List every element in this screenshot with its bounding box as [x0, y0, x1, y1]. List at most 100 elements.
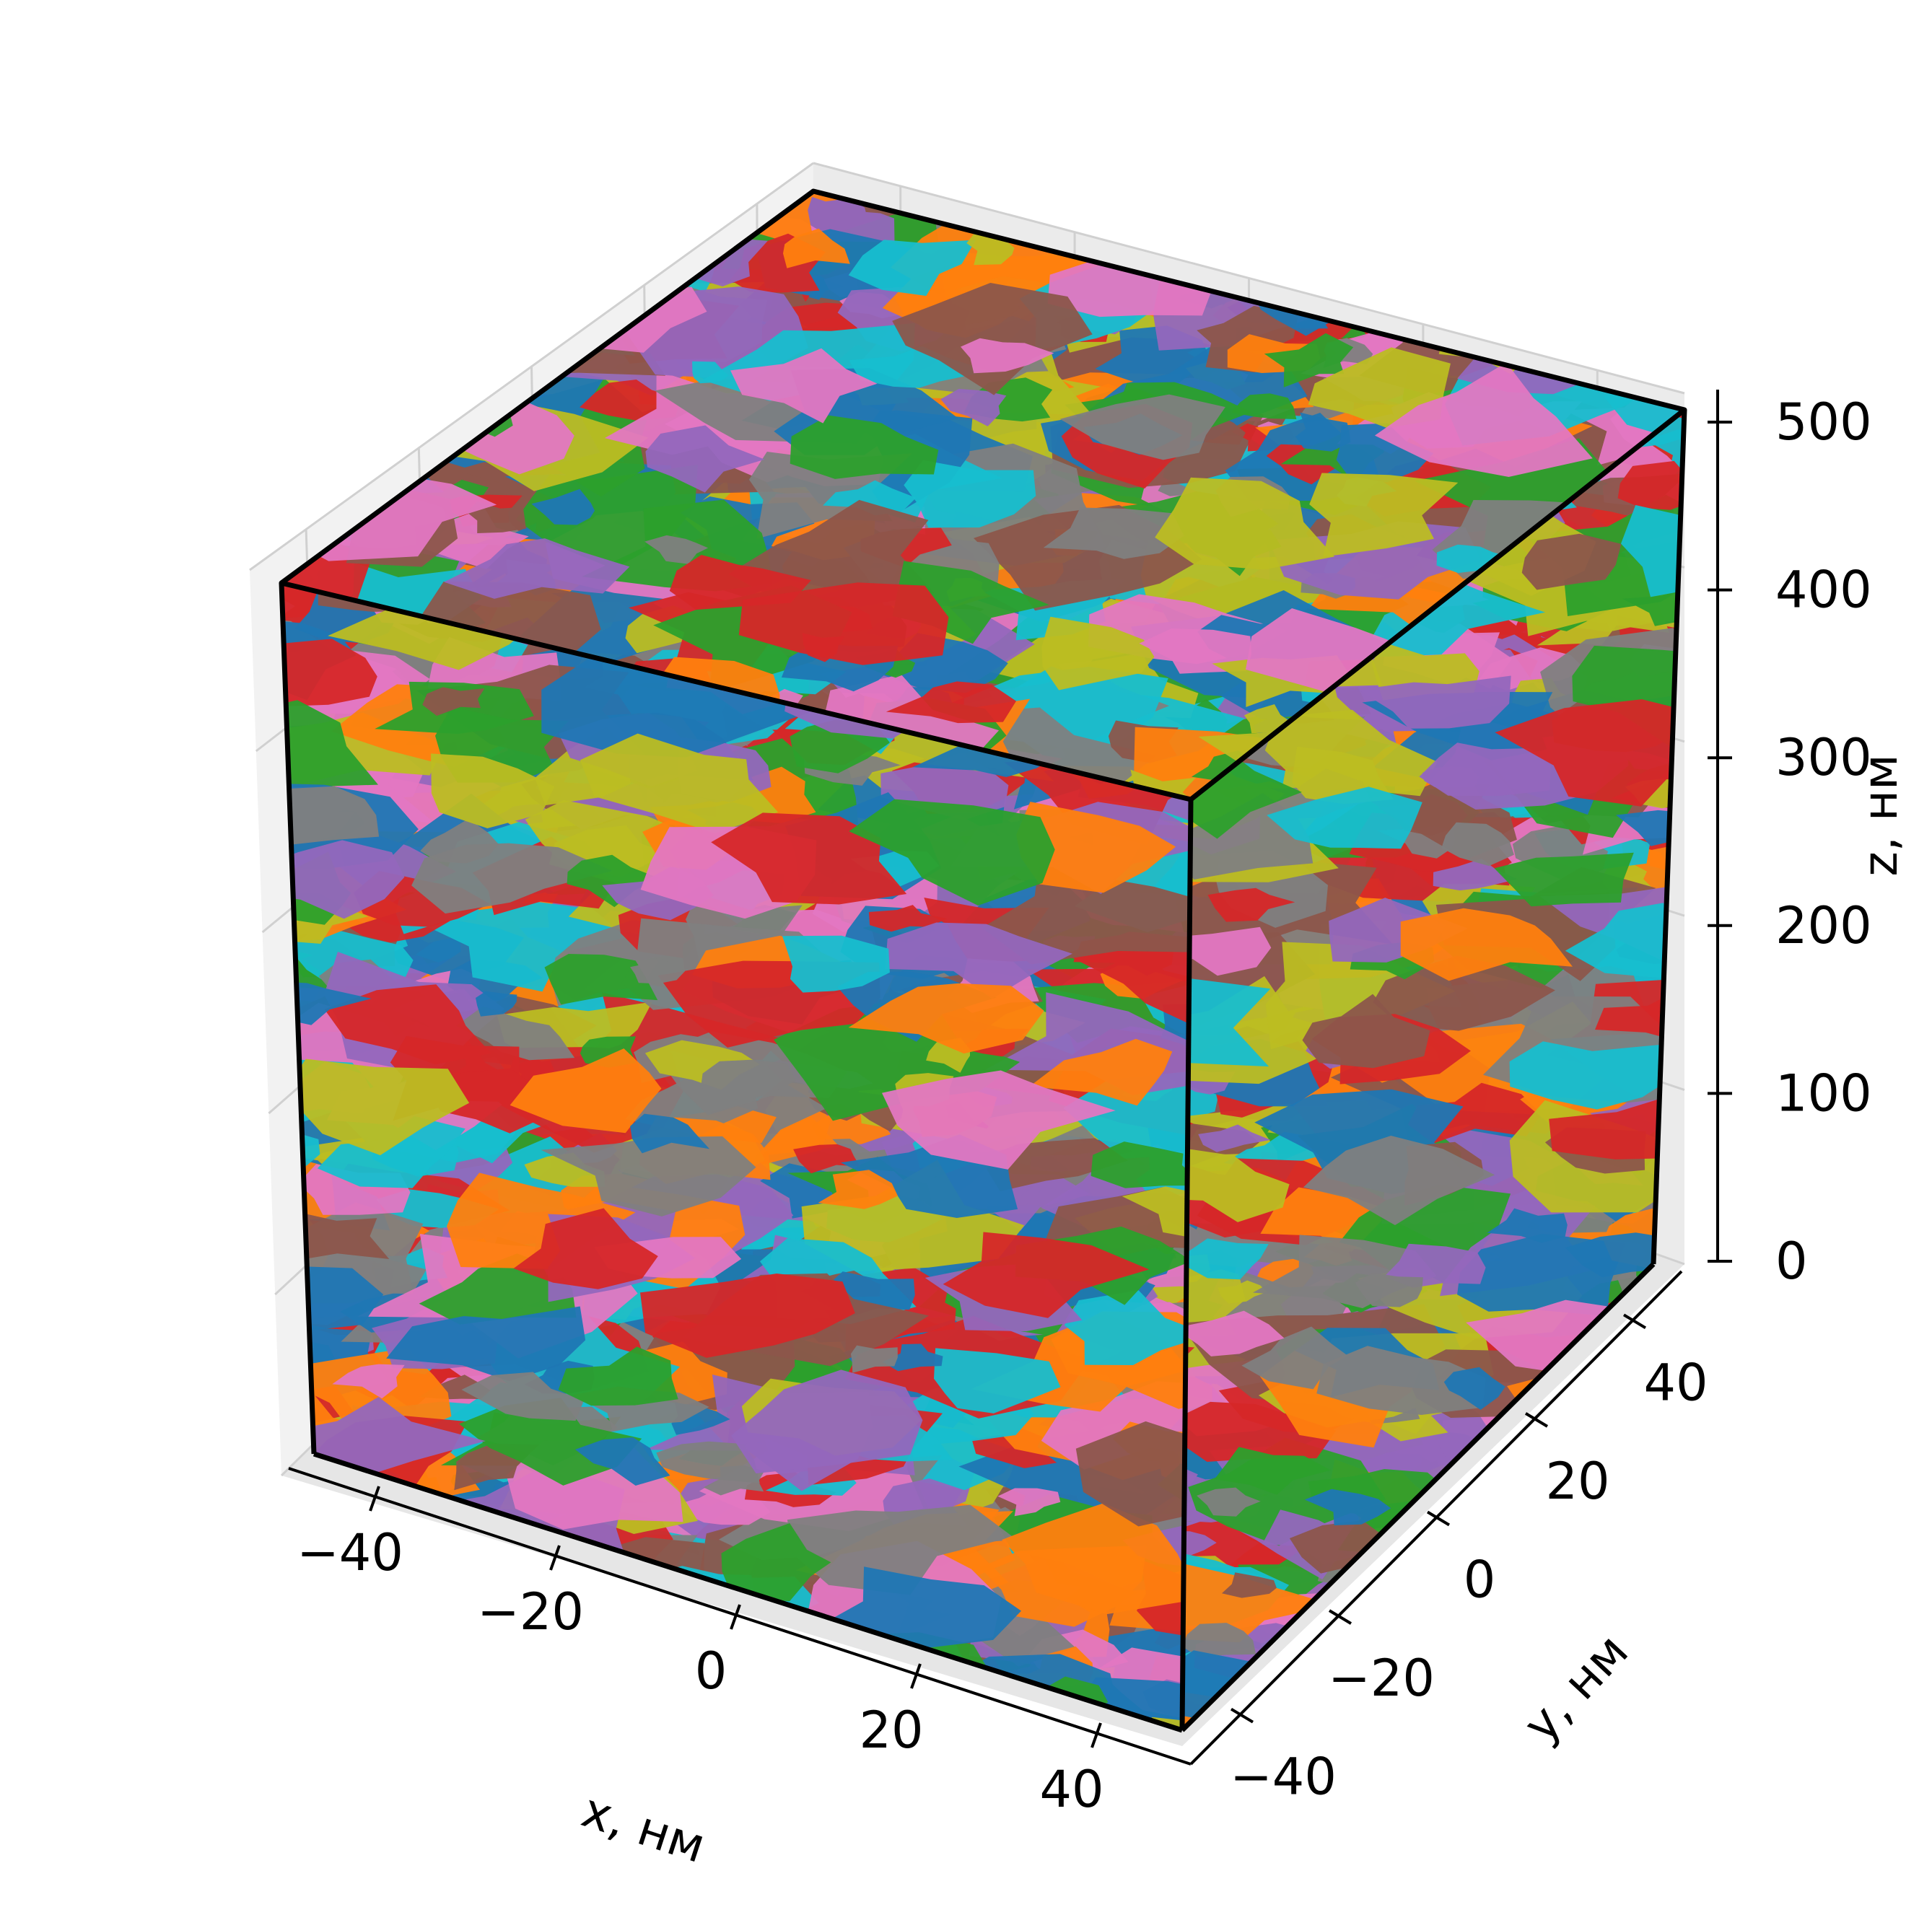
- grain-blob: [1198, 1124, 1271, 1152]
- y-tick-mark: [1524, 1412, 1549, 1428]
- grain-blob: [1157, 1754, 1215, 1786]
- grain-blob: [281, 639, 377, 707]
- grain-blob: [284, 1058, 470, 1156]
- x-tick-label: 40: [1039, 1760, 1103, 1819]
- box-front-left-edge: [279, 582, 317, 1455]
- grain-blob: [730, 348, 878, 424]
- grain-blob: [782, 935, 890, 993]
- z-tick-label: 400: [1775, 561, 1872, 620]
- grain-blob: [1218, 1280, 1267, 1304]
- grain-blob: [783, 228, 850, 268]
- grain-blob: [1355, 1273, 1423, 1307]
- z-tick-label: 200: [1775, 896, 1872, 955]
- grain-blob: [510, 1048, 662, 1134]
- y-tick-label: 0: [1464, 1551, 1496, 1610]
- grain-blob: [1182, 978, 1271, 1067]
- grain-blob: [868, 905, 947, 932]
- grain-blob: [1182, 742, 1302, 839]
- grain-blob: [801, 1160, 1025, 1271]
- x-tick-mark: [730, 1604, 741, 1630]
- grain-blob: [1214, 1447, 1331, 1495]
- grain-blob: [1241, 1326, 1348, 1390]
- z-tick-label: 100: [1775, 1064, 1872, 1123]
- grain-blob: [1064, 1290, 1191, 1365]
- grain-blob: [531, 488, 595, 525]
- grain-blob: [644, 535, 709, 564]
- grain-blob: [892, 283, 1093, 395]
- box-front-corner-edge: [1179, 799, 1194, 1731]
- x-tick-mark: [1090, 1722, 1102, 1748]
- grain-blob: [630, 1113, 710, 1154]
- grain-blob: [961, 338, 1054, 374]
- grain-blob: [1441, 822, 1514, 867]
- grain-blob: [850, 1345, 898, 1373]
- grain-blob: [1197, 1487, 1261, 1517]
- x-axis-label: x, нм: [575, 1782, 712, 1874]
- grain-blob: [1065, 931, 1191, 1030]
- grain-blob: [849, 346, 990, 388]
- y-tick-mark: [1230, 1707, 1254, 1724]
- grain-blob: [410, 901, 626, 992]
- grain-blob: [823, 480, 917, 516]
- grain-blob: [790, 415, 939, 479]
- x-axis-line: [288, 1467, 1192, 1766]
- z-axis-label: z, нм: [1853, 754, 1908, 877]
- grain-blob: [1295, 412, 1351, 452]
- box-bottom-front-edge: [312, 1451, 1184, 1733]
- grain-blob: [476, 991, 517, 1017]
- grain-blob: [656, 1441, 760, 1483]
- grain-blob: [934, 1348, 1061, 1413]
- grain-blob: [1384, 1243, 1486, 1288]
- grain-blob: [787, 1504, 1013, 1595]
- grain-blob: [1433, 859, 1518, 891]
- grain-blob: [1621, 505, 1684, 597]
- grain-blob: [1617, 460, 1684, 510]
- grain-blob: [541, 1136, 756, 1217]
- grain-blob: [1155, 477, 1334, 570]
- grain-blob: [997, 1488, 1061, 1517]
- grain-blob: [1182, 976, 1364, 1084]
- grain-blob: [701, 1059, 797, 1100]
- grain-blob: [645, 425, 765, 493]
- grain-blob: [1443, 1367, 1505, 1410]
- x-tick-mark: [910, 1663, 922, 1689]
- grain-blob: [943, 1232, 1150, 1318]
- x-tick-label: −40: [297, 1523, 403, 1582]
- grain-blob: [1090, 1141, 1191, 1188]
- grain-blob: [882, 1070, 1116, 1170]
- grain-blob: [904, 460, 1036, 528]
- grain-blob: [558, 1346, 678, 1406]
- grain-blob: [567, 854, 659, 908]
- grain-blob: [1400, 908, 1573, 981]
- grain-blob: [524, 1152, 606, 1187]
- grain-blob: [1336, 423, 1434, 483]
- grain-blob: [429, 1068, 551, 1134]
- grain-blob: [1374, 362, 1593, 477]
- grain-blob: [940, 388, 1007, 426]
- y-axis: −40 −20 0 20 40: [1230, 1313, 1708, 1807]
- y-tick-label: −20: [1328, 1649, 1435, 1708]
- grain-blob: [1075, 1421, 1191, 1527]
- y-tick-label: 40: [1643, 1353, 1708, 1412]
- x-tick-mark: [549, 1545, 561, 1571]
- z-tick-label: 0: [1775, 1232, 1808, 1291]
- grain-blob: [185, 577, 261, 615]
- x-tick-label: 20: [859, 1701, 923, 1760]
- grain-blob: [1072, 1677, 1191, 1730]
- grain-blob: [1565, 1232, 1675, 1278]
- grain-blob: [721, 1523, 831, 1602]
- grain-blob: [1265, 942, 1456, 1050]
- x-tick-mark: [369, 1486, 380, 1512]
- grain-blob: [332, 1364, 405, 1399]
- x-axis: −40 −20 0 20 40: [297, 1486, 1104, 1819]
- grain-blob: [447, 1172, 636, 1269]
- grain-blob: [793, 1144, 860, 1174]
- grain-blob: [1309, 473, 1459, 557]
- grain-blob: [1565, 903, 1684, 978]
- grain-blob: [544, 954, 658, 1005]
- grain-blob: [1268, 521, 1481, 600]
- x-tick-label: −20: [477, 1582, 584, 1641]
- grain-blob: [886, 681, 1016, 724]
- grain-blob: [1302, 994, 1430, 1069]
- grain-blob: [1059, 394, 1225, 460]
